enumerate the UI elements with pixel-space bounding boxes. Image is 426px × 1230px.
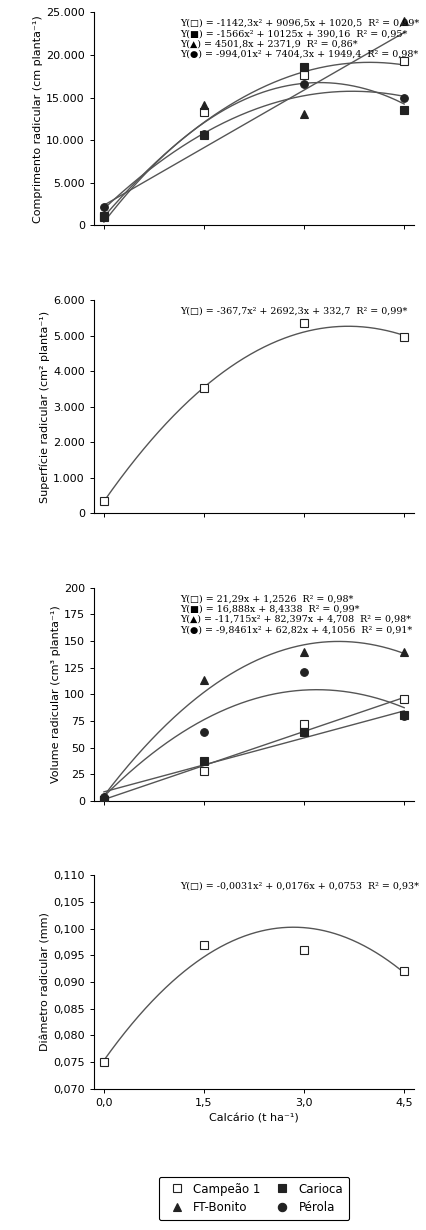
Y-axis label: Diâmetro radicular (mm): Diâmetro radicular (mm) <box>40 913 50 1052</box>
Y-axis label: Comprimento radicular (cm planta⁻¹): Comprimento radicular (cm planta⁻¹) <box>33 15 43 223</box>
Y-axis label: Superfície radicular (cm² planta⁻¹): Superfície radicular (cm² planta⁻¹) <box>40 310 50 503</box>
Text: Y(□) = -1142,3x² + 9096,5x + 1020,5  R² = 0,99*
Y(■) = -1566x² + 10125x + 390,16: Y(□) = -1142,3x² + 9096,5x + 1020,5 R² =… <box>180 18 419 59</box>
Text: Y(□) = -367,7x² + 2692,3x + 332,7  R² = 0,99*: Y(□) = -367,7x² + 2692,3x + 332,7 R² = 0… <box>180 306 407 315</box>
Text: Y(□) = -0,0031x² + 0,0176x + 0,0753  R² = 0,93*: Y(□) = -0,0031x² + 0,0176x + 0,0753 R² =… <box>180 882 418 891</box>
Text: Y(□) = 21,29x + 1,2526  R² = 0,98*
Y(■) = 16,888x + 8,4338  R² = 0,99*
Y(▲) = -1: Y(□) = 21,29x + 1,2526 R² = 0,98* Y(■) =… <box>180 594 412 635</box>
Legend: Campeão 1, FT-Bonito, Carioca, Pérola: Campeão 1, FT-Bonito, Carioca, Pérola <box>159 1177 348 1220</box>
Y-axis label: Volume radicular (cm³ planta⁻¹): Volume radicular (cm³ planta⁻¹) <box>51 605 61 784</box>
X-axis label: Calcário (t ha⁻¹): Calcário (t ha⁻¹) <box>209 1113 298 1123</box>
